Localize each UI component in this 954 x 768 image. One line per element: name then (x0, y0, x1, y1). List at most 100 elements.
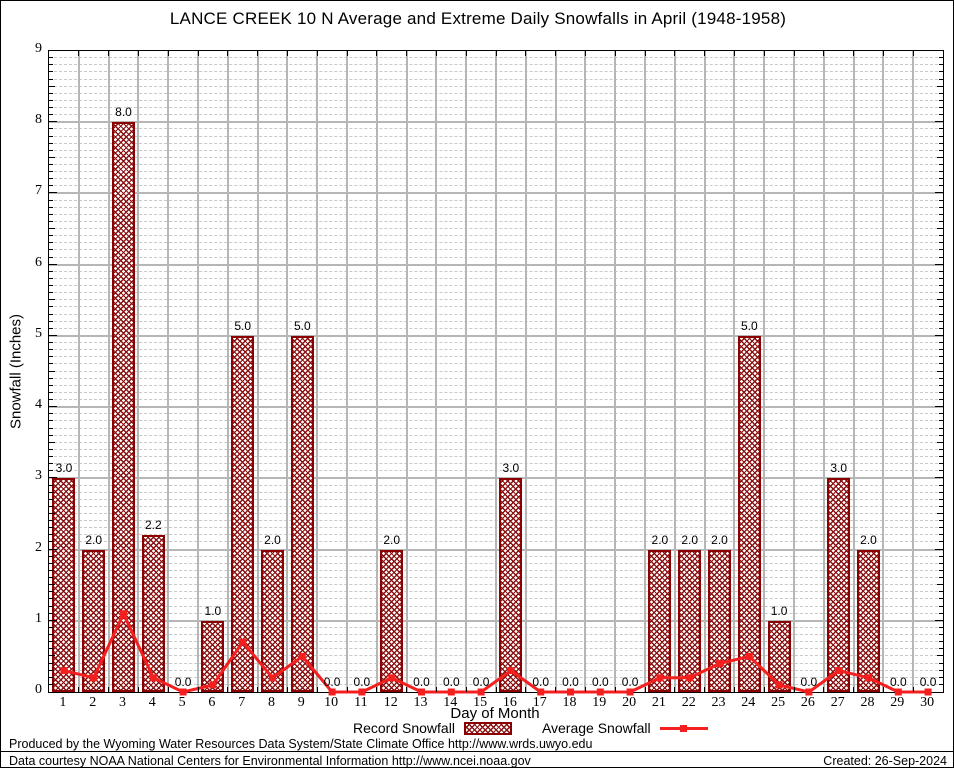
bar-value-label: 0.0 (562, 675, 579, 689)
average-point-marker (537, 688, 545, 696)
y-axis-tick (49, 612, 53, 614)
y-axis-tick (49, 235, 53, 237)
bar-value-label: 1.0 (770, 603, 788, 618)
average-point-marker (835, 667, 843, 675)
y-axis-tick (939, 577, 943, 578)
average-point-marker (358, 688, 366, 696)
record-snowfall-bar (290, 335, 314, 692)
footer-divider (1, 751, 953, 752)
y-axis-tick (49, 363, 53, 365)
y-axis-tick (49, 406, 57, 408)
y-axis-tick (939, 349, 943, 351)
y-axis-tick (939, 470, 943, 472)
x-axis-tick (465, 51, 467, 56)
average-point-marker (686, 674, 694, 682)
average-point-marker (894, 688, 902, 696)
bar-value-label: 0.0 (532, 675, 550, 689)
bar-value-label: 5.0 (293, 318, 311, 333)
x-axis-tick (197, 51, 199, 56)
y-axis-tick (49, 107, 53, 108)
average-point-marker (388, 674, 396, 682)
y-axis-tick (939, 427, 943, 429)
x-tick-label: 22 (681, 695, 696, 710)
bar-value-label: 0.0 (889, 675, 907, 689)
y-axis-tick (939, 669, 943, 671)
y-axis-tick (939, 220, 943, 222)
average-point-marker (418, 688, 425, 696)
y-axis-tick (939, 171, 943, 173)
bar-value-label: 2.0 (681, 532, 699, 547)
y-axis-tick (49, 206, 53, 208)
x-tick-label: 19 (592, 695, 607, 710)
y-axis-tick (49, 220, 53, 222)
x-tick-label: 21 (651, 695, 666, 710)
x-tick-label: 27 (830, 695, 845, 710)
y-axis-tick (939, 92, 943, 94)
x-axis-tick (495, 51, 497, 56)
y-axis-tick (49, 263, 57, 265)
y-axis-tick (939, 235, 943, 237)
y-axis-tick (939, 634, 943, 635)
y-axis-tick (49, 626, 53, 628)
x-axis-tick (406, 51, 408, 56)
y-axis-tick (49, 256, 53, 258)
x-axis-tick (435, 687, 437, 692)
y-axis-tick (939, 534, 943, 536)
y-axis-tick (939, 178, 943, 180)
y-axis-tick (939, 683, 943, 685)
average-point-marker (269, 674, 276, 682)
bar-value-label: 0.0 (353, 675, 371, 689)
y-axis-tick (49, 641, 53, 643)
y-axis-tick (49, 605, 53, 607)
y-axis-tick (49, 577, 53, 578)
y-axis-tick (939, 199, 943, 201)
bar-value-label: 0.0 (919, 675, 937, 689)
y-axis-tick (49, 562, 53, 564)
average-point-marker (865, 674, 872, 682)
y-axis-tick (939, 107, 943, 108)
y-axis-tick (49, 648, 53, 650)
x-axis-tick (912, 51, 914, 56)
record-snowfall-bar (201, 620, 225, 692)
bar-value-label: 2.0 (85, 532, 103, 547)
record-snowfall-bar (737, 335, 761, 692)
bar-value-label: 1.0 (204, 603, 222, 618)
x-axis-tick (197, 687, 199, 692)
y-axis-tick (939, 456, 943, 457)
bar-value-label: 2.0 (711, 532, 728, 547)
y-axis-tick (49, 548, 57, 550)
footer-producer: Produced by the Wyoming Water Resources … (9, 737, 593, 751)
y-axis-tick (49, 149, 53, 151)
y-axis-tick (49, 683, 53, 685)
x-axis-tick (346, 687, 348, 692)
x-tick-label: 10 (324, 695, 339, 710)
x-axis-tick (78, 687, 80, 692)
y-axis-title: Snowfall (Inches) (7, 313, 25, 430)
y-axis-tick (939, 463, 943, 465)
y-axis-tick (939, 128, 943, 130)
y-axis-tick (939, 114, 943, 116)
average-point-marker (745, 652, 753, 660)
y-axis-tick (939, 484, 943, 486)
y-axis-tick (939, 626, 943, 628)
x-tick-label: 8 (268, 695, 275, 710)
x-axis-tick (227, 687, 229, 692)
y-axis-tick (937, 512, 943, 514)
x-axis-tick (525, 51, 527, 56)
y-tick-label: 7 (35, 183, 42, 199)
gridline-major-v (137, 51, 140, 692)
x-tick-label: 18 (562, 695, 577, 710)
y-axis-tick (49, 270, 53, 272)
y-axis-tick (49, 92, 53, 94)
gridline-major-v (524, 51, 527, 692)
y-axis-tick (49, 164, 53, 165)
x-axis-tick (286, 687, 288, 692)
y-axis-tick (939, 277, 943, 279)
y-axis-tick (935, 619, 943, 621)
y-axis-tick (49, 448, 53, 450)
y-axis-tick (49, 313, 53, 315)
legend-marker-icon (680, 724, 688, 732)
y-axis-tick (49, 377, 53, 379)
gridline-major-v (346, 51, 348, 692)
